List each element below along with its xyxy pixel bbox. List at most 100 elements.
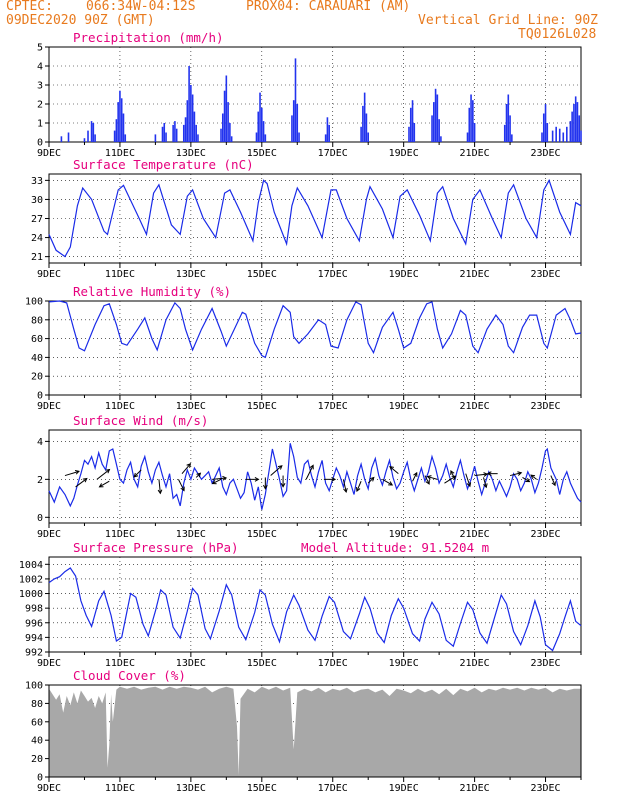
panel-1-xtick-label: 21DEC <box>460 148 490 159</box>
panel-4-wind-arrow <box>482 477 487 488</box>
panel-4-wind-arrow-head <box>486 471 492 477</box>
panel-1-ytick-label: 5 <box>37 43 43 54</box>
panel-4-wind-arrow-head <box>426 475 432 480</box>
panel-1-bar <box>544 104 547 142</box>
panel-6-ytick-label: 40 <box>31 736 43 747</box>
panel-1-bar <box>558 128 561 142</box>
panel-6-xtick-label: 23DEC <box>530 783 560 794</box>
panel-2-xtick-label: 23DEC <box>530 269 560 280</box>
panel-3-ytick-label: 80 <box>31 315 43 326</box>
panel-4-xtick-label: 9DEC <box>37 529 61 540</box>
panel-4-wind-arrow <box>64 470 80 477</box>
panel-1-bar <box>365 113 368 142</box>
panel-6-xtick-label: 19DEC <box>389 783 419 794</box>
panel-1-bar <box>115 119 118 142</box>
panel-1-xtick-label: 23DEC <box>530 148 560 159</box>
panel-4-wind-arrow-head <box>530 474 536 479</box>
panel-4-wind-arrow <box>412 472 418 482</box>
panel-4-wind-arrow <box>99 480 110 488</box>
panel-1-bar <box>360 126 362 142</box>
panel-4-wind-arrow <box>342 479 347 493</box>
panel-1-bar <box>434 88 437 142</box>
panel-4-xtick-label: 21DEC <box>460 529 490 540</box>
panel-1-bar <box>124 134 127 142</box>
panel-1-bar <box>90 121 93 142</box>
panel-1-bar <box>87 130 89 142</box>
panel-4-wind-arrow <box>158 479 161 494</box>
panel-3-xtick-label: 21DEC <box>460 401 490 412</box>
panel-1-bar <box>92 123 95 142</box>
panel-1-bar <box>569 121 572 142</box>
panel-1-bar <box>298 132 300 142</box>
panel-4-wind-arrow-head <box>82 477 88 483</box>
panel-1-bar <box>573 104 575 142</box>
panel-1-bar <box>411 100 414 142</box>
panel-1-bar <box>197 134 199 142</box>
panel-1-bar <box>440 136 442 142</box>
panel-1-bar <box>472 100 474 142</box>
panel-6-xtick-label: 11DEC <box>105 783 135 794</box>
panel-1-bar <box>466 132 469 142</box>
panel-1-bar <box>154 134 157 142</box>
panel-4-wind-arrow <box>509 472 522 477</box>
panel-1-bar <box>195 124 197 142</box>
header-source: CPTEC: <box>6 0 53 14</box>
panel-4-wind-arrow <box>367 477 375 484</box>
panel-1-bar <box>223 90 226 142</box>
panel-1-bar <box>191 94 194 142</box>
panel-5-series-line <box>48 567 582 652</box>
panel-4-wind-arrow-head <box>222 475 228 481</box>
panel-4-wind-arrow-head <box>525 477 531 483</box>
panel-2-ytick-label: 27 <box>31 214 43 225</box>
panel-4-xtick-label: 11DEC <box>105 529 135 540</box>
panel-2-xtick-label: 15DEC <box>247 269 277 280</box>
panel-4-wind-arrow-head <box>483 483 488 489</box>
panel-6-ytick-label: 20 <box>31 754 43 765</box>
panel-3-title: Relative Humidity (%) <box>73 284 231 299</box>
panel-1-bar <box>433 102 435 142</box>
panel-5-xtick-label: 23DEC <box>530 658 560 669</box>
panel-1-bar <box>324 134 327 142</box>
panel-4-wind-arrow <box>181 463 191 474</box>
panel-5-xtick-label: 19DEC <box>389 658 419 669</box>
panel-3-xtick-label: 13DEC <box>176 401 206 412</box>
panel-2-xtick-label: 17DEC <box>318 269 348 280</box>
panel-1-bar <box>473 123 476 142</box>
panel-5-xtick-label: 17DEC <box>318 658 348 669</box>
panel-1-bar <box>511 134 513 142</box>
panel-3-series-line <box>48 300 582 359</box>
panel-2-xtick-label: 13DEC <box>176 269 206 280</box>
panel-1-bar <box>413 123 416 142</box>
panel-4-wind-arrow-head <box>280 483 286 488</box>
panel-5-xtick-label: 21DEC <box>460 658 490 669</box>
panel-4-wind-arrow <box>530 474 537 480</box>
panel-2-xtick-label: 19DEC <box>389 269 419 280</box>
panel-4-wind-arrow <box>450 470 456 480</box>
panel-4-wind-arrow <box>389 466 399 475</box>
panel-5-annotation: Model Altitude: 91.5204 m <box>301 540 489 555</box>
panel-1-ytick-label: 0 <box>37 138 43 149</box>
panel-1-bar <box>119 90 121 142</box>
panel-4-wind-arrow-head <box>551 481 556 487</box>
panel-3-xtick-label: 19DEC <box>389 401 419 412</box>
panel-6-ytick-label: 60 <box>31 717 43 728</box>
panel-1-bar <box>120 98 123 142</box>
panel-4-wind-arrow-head <box>517 471 523 476</box>
panel-1-bar <box>165 132 167 142</box>
panel-2-xtick-label: 9DEC <box>37 269 61 280</box>
panel-1-bar <box>328 124 330 142</box>
panel-5-ytick-label: 1004 <box>19 560 43 571</box>
panel-3-ytick-label: 40 <box>31 353 43 364</box>
panel-6-title: Cloud Cover (%) <box>73 668 186 683</box>
panel-1-bar <box>509 115 511 142</box>
panel-4-title: Surface Wind (m/s) <box>73 413 208 428</box>
panel-2-ytick-label: 24 <box>31 233 43 244</box>
panel-1-bar <box>262 121 265 142</box>
panel-5-xtick-label: 15DEC <box>247 658 277 669</box>
panel-6-ytick-label: 100 <box>25 681 43 692</box>
panel-4-ytick-label: 0 <box>37 513 43 524</box>
panel-1-bar <box>229 123 231 142</box>
panel-1-ytick-label: 4 <box>37 62 43 73</box>
panel-4-wind-arrow-head <box>98 483 104 488</box>
